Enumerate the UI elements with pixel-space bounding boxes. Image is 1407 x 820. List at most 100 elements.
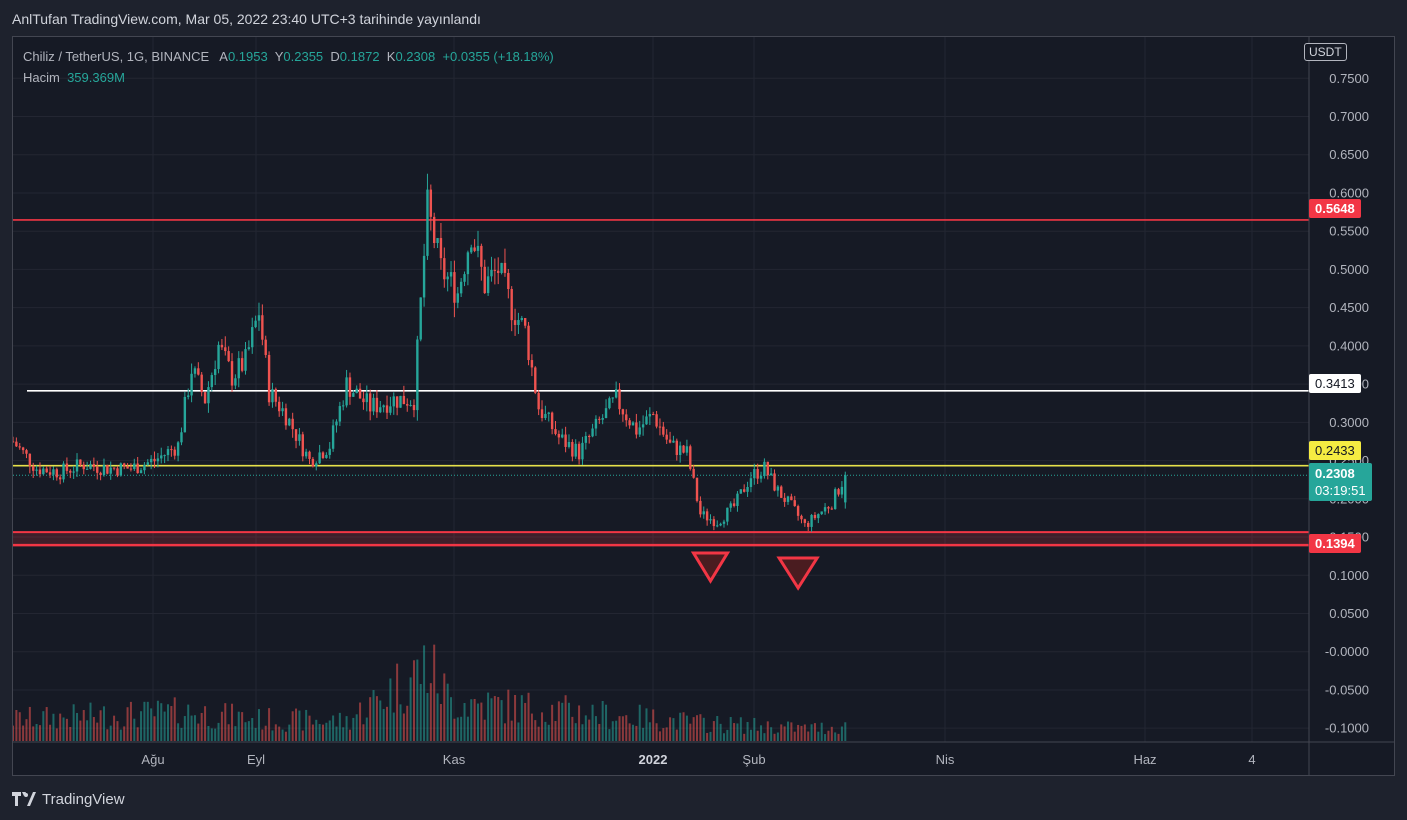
- candle: [28, 453, 32, 474]
- candle-body: [567, 441, 571, 447]
- volume-bar: [79, 720, 82, 741]
- candle: [439, 222, 443, 270]
- candle-body: [58, 477, 62, 480]
- volume-bar: [719, 723, 722, 741]
- candle-body: [129, 468, 133, 470]
- candle-body: [476, 245, 480, 251]
- candle-body: [550, 412, 554, 430]
- volume-bar: [146, 701, 149, 741]
- candle: [197, 362, 200, 376]
- candle-body: [368, 393, 372, 412]
- candle-body: [210, 375, 214, 388]
- down-triangle-marker: [690, 551, 731, 584]
- volume-bar: [150, 708, 153, 741]
- volume-bar: [52, 713, 55, 741]
- candle-body: [658, 426, 662, 428]
- volume-bar: [578, 705, 581, 741]
- volume-bar: [793, 731, 796, 741]
- candle-body: [85, 468, 89, 470]
- candle: [342, 400, 345, 411]
- candle-body: [240, 358, 244, 371]
- candle: [395, 396, 399, 416]
- candle-body: [136, 463, 139, 474]
- volume-bar: [220, 711, 223, 741]
- candle: [793, 495, 796, 507]
- currency-button[interactable]: USDT: [1304, 43, 1347, 61]
- candle-body: [298, 434, 301, 441]
- candle-body: [325, 454, 328, 458]
- candle-body: [692, 468, 695, 478]
- x-tick-label: Şub: [742, 752, 765, 767]
- candle-body: [224, 347, 227, 352]
- candle: [587, 434, 591, 444]
- candle: [581, 436, 584, 466]
- candle-body: [807, 522, 810, 527]
- chart-canvas[interactable]: 0.7500 0.7000 0.6500 0.6000 0.5500 0.5000 0.45…: [13, 37, 1394, 775]
- candle: [284, 403, 288, 430]
- volume-bar: [247, 721, 250, 741]
- candle: [705, 508, 709, 526]
- volume-bar: [359, 702, 362, 741]
- candle: [638, 420, 641, 438]
- candle: [523, 317, 527, 329]
- candle-body: [557, 433, 561, 438]
- volume-bar: [756, 730, 759, 741]
- candle: [476, 230, 480, 258]
- volume-bar: [510, 720, 513, 741]
- candle: [796, 504, 800, 521]
- candle: [412, 399, 416, 418]
- volume-bar: [426, 693, 429, 741]
- candle-body: [166, 449, 170, 456]
- volume-bar: [436, 693, 439, 741]
- candle-body: [793, 500, 796, 507]
- y-tick-label: 0.7000: [1329, 109, 1369, 124]
- candle: [817, 513, 820, 524]
- candle-body: [648, 413, 652, 417]
- candle: [72, 465, 75, 479]
- candle-body: [520, 318, 524, 320]
- candle: [79, 459, 82, 467]
- y-tick-label: 0.1000: [1329, 568, 1369, 583]
- candle: [348, 372, 352, 405]
- markers[interactable]: [690, 551, 820, 591]
- candle-body: [790, 496, 793, 501]
- volume-bar: [665, 727, 668, 741]
- candle-body: [284, 408, 288, 426]
- candle: [203, 391, 207, 404]
- candle: [389, 396, 392, 416]
- candle: [126, 463, 129, 469]
- candle-body: [72, 471, 75, 473]
- candle-body: [672, 440, 675, 443]
- candle: [709, 514, 712, 524]
- volume-bar: [776, 732, 779, 741]
- volume-bar: [487, 692, 490, 741]
- x-tick-label: Haz: [1133, 752, 1156, 767]
- footer-brand: TradingView: [42, 790, 125, 808]
- candle: [122, 462, 126, 470]
- candle-body: [699, 500, 702, 515]
- candle-body: [109, 467, 112, 474]
- candle-body: [614, 389, 618, 398]
- volume-bar: [177, 723, 180, 741]
- candle-body: [392, 396, 395, 407]
- candle: [658, 418, 662, 436]
- volume-bar: [65, 718, 68, 741]
- volume-bar: [332, 715, 335, 741]
- candle: [746, 481, 749, 497]
- candle-body: [763, 461, 766, 476]
- candle-body: [217, 344, 220, 370]
- volume-bar: [493, 696, 496, 741]
- candle: [62, 461, 65, 483]
- volume-bar: [274, 724, 277, 741]
- candle: [426, 173, 429, 260]
- volume-bar: [834, 732, 837, 741]
- candle: [769, 467, 773, 476]
- candle-body: [732, 503, 736, 506]
- horizontal-levels[interactable]: [13, 219, 1309, 547]
- volume-bar: [507, 689, 510, 741]
- candle-body: [783, 497, 786, 502]
- candle-body: [689, 446, 692, 469]
- candle: [298, 427, 301, 446]
- candle: [436, 238, 439, 249]
- chart-frame[interactable]: 0.7500 0.7000 0.6500 0.6000 0.5500 0.5000 0.45…: [12, 36, 1395, 776]
